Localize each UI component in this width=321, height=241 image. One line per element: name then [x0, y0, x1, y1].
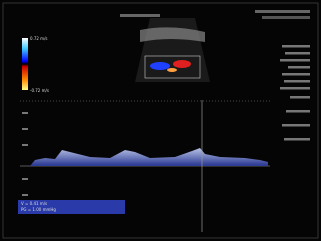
header-text [262, 16, 310, 19]
header-text [255, 10, 310, 13]
flow-orange [167, 68, 177, 72]
ultrasound-screen: 0.72 m/s -0.72 m/s V = 0.41 m/s PG = 1.0… [0, 0, 321, 241]
measurement-line: PG = 1.00 mmHg [21, 207, 56, 212]
color-bar [22, 38, 28, 90]
color-scale-top: 0.72 m/s [30, 36, 48, 41]
page: 0.72 m/s -0.72 m/s V = 0.41 m/s PG = 1.0… [0, 0, 321, 241]
header-text [120, 14, 160, 17]
flow-red [173, 60, 191, 68]
measurement-line: V = 0.41 m/s [21, 201, 47, 206]
color-scale-bottom: -0.72 m/s [30, 88, 49, 93]
flow-blue [150, 62, 170, 70]
